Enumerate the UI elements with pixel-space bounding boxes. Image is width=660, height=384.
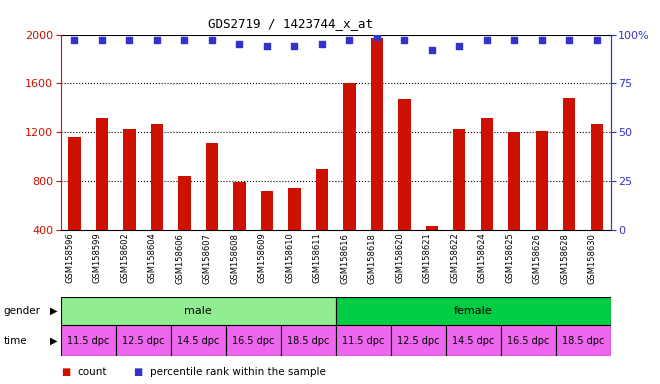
Bar [206,143,218,230]
Text: 16.5 dpc: 16.5 dpc [507,336,549,346]
Bar [536,131,548,230]
Text: 14.5 dpc: 14.5 dpc [452,336,494,346]
Text: GSM158616: GSM158616 [341,233,349,283]
Bar [233,182,246,230]
Point [426,47,437,53]
Bar [391,325,446,356]
Text: GSM158628: GSM158628 [560,233,570,283]
Point [234,41,245,47]
Bar [115,325,171,356]
Point [207,37,217,43]
Point [372,33,382,40]
Point [454,43,465,50]
Point [261,43,272,50]
Point [289,43,300,50]
Text: time: time [3,336,27,346]
Text: GSM158602: GSM158602 [120,233,129,283]
Bar [556,325,611,356]
Text: GSM158618: GSM158618 [368,233,377,283]
Text: ▶: ▶ [50,336,57,346]
Point [179,37,189,43]
Text: 18.5 dpc: 18.5 dpc [287,336,329,346]
Text: ■: ■ [133,367,143,377]
Bar [563,98,576,230]
Text: 11.5 dpc: 11.5 dpc [67,336,110,346]
Text: male: male [184,306,212,316]
Text: GSM158621: GSM158621 [423,233,432,283]
Bar [398,99,411,230]
Bar [123,129,135,230]
Text: gender: gender [3,306,40,316]
Text: GSM158604: GSM158604 [148,233,157,283]
Point [96,37,107,43]
Text: GDS2719 / 1423744_x_at: GDS2719 / 1423744_x_at [208,17,373,30]
Text: count: count [77,367,107,377]
Text: GSM158625: GSM158625 [506,233,514,283]
Text: ▶: ▶ [50,306,57,316]
Point [152,37,162,43]
Text: GSM158596: GSM158596 [65,233,75,283]
Point [591,37,602,43]
Text: GSM158606: GSM158606 [176,233,184,283]
Bar [61,325,116,356]
Text: 14.5 dpc: 14.5 dpc [177,336,219,346]
Bar [171,325,226,356]
Text: GSM158610: GSM158610 [285,233,294,283]
Text: 16.5 dpc: 16.5 dpc [232,336,275,346]
Point [509,37,519,43]
Text: 18.5 dpc: 18.5 dpc [562,336,604,346]
Bar [96,118,108,230]
Text: ■: ■ [61,367,70,377]
Text: 11.5 dpc: 11.5 dpc [342,336,384,346]
Point [344,37,354,43]
Bar [500,325,556,356]
Bar [178,176,191,230]
Point [124,37,135,43]
Text: female: female [453,306,492,316]
Text: GSM158630: GSM158630 [588,233,597,283]
Text: 12.5 dpc: 12.5 dpc [397,336,440,346]
Bar [453,129,465,230]
Bar [150,124,163,230]
Bar [315,169,328,230]
Text: 12.5 dpc: 12.5 dpc [122,336,164,346]
Text: percentile rank within the sample: percentile rank within the sample [150,367,325,377]
Point [482,37,492,43]
Text: GSM158622: GSM158622 [450,233,459,283]
Bar [68,137,81,230]
Bar [336,297,610,325]
Point [564,37,575,43]
Bar [61,297,336,325]
Bar [426,226,438,230]
Point [69,37,80,43]
Text: GSM158609: GSM158609 [258,233,267,283]
Bar [371,38,383,230]
Bar [591,124,603,230]
Bar [336,325,391,356]
Point [537,37,547,43]
Bar [343,83,356,230]
Text: GSM158620: GSM158620 [395,233,405,283]
Bar [226,325,280,356]
Point [317,41,327,47]
Bar [280,325,336,356]
Bar [261,191,273,230]
Text: GSM158611: GSM158611 [313,233,322,283]
Bar [480,118,493,230]
Text: GSM158626: GSM158626 [533,233,542,283]
Text: GSM158607: GSM158607 [203,233,212,283]
Text: GSM158608: GSM158608 [230,233,240,283]
Bar [508,132,521,230]
Text: GSM158624: GSM158624 [478,233,487,283]
Point [399,37,410,43]
Bar [446,325,500,356]
Text: GSM158599: GSM158599 [93,233,102,283]
Bar [288,189,300,230]
